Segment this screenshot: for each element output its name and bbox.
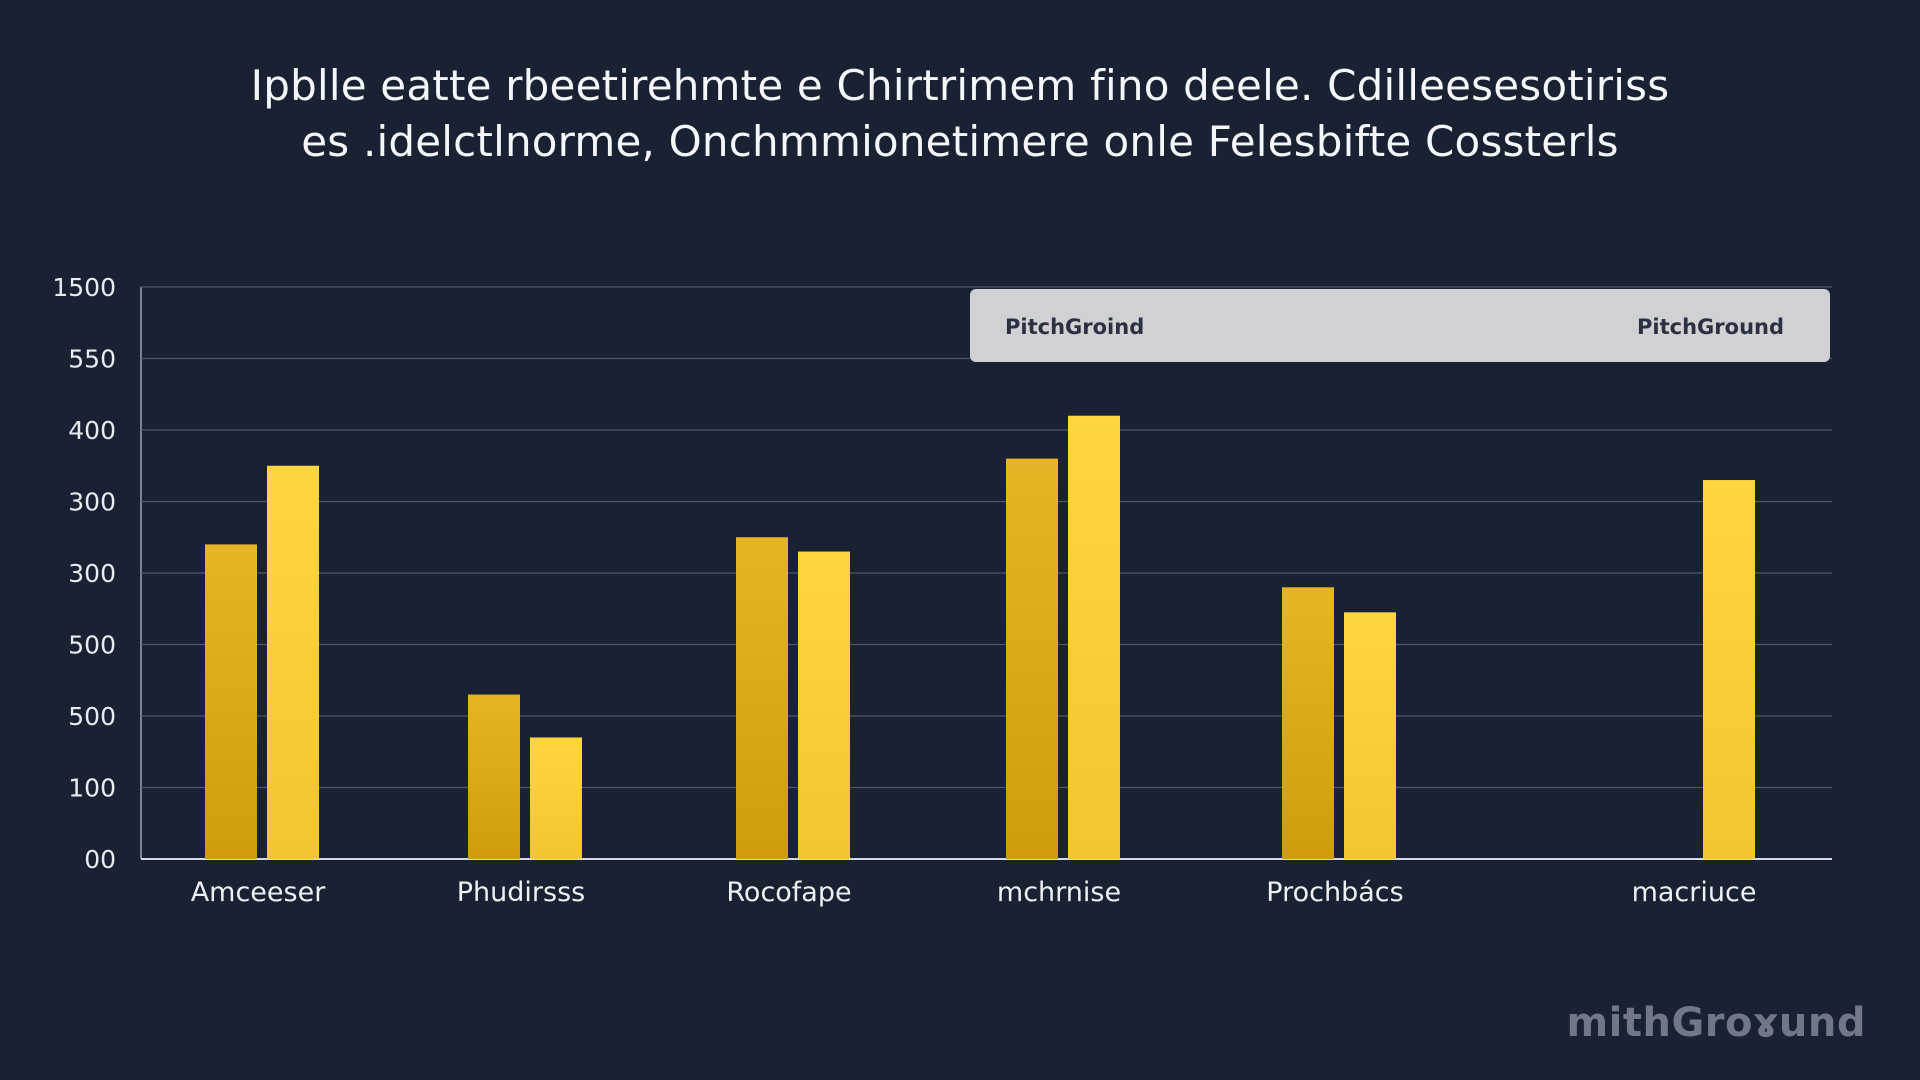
y-tick-label: 1500 bbox=[52, 273, 116, 302]
bar-2-2 bbox=[530, 737, 582, 859]
bar-1-4 bbox=[1006, 458, 1058, 859]
y-tick-label: 550 bbox=[68, 345, 116, 374]
y-tick-label: 00 bbox=[84, 845, 116, 874]
y-tick-label: 500 bbox=[68, 631, 116, 660]
y-tick-label: 300 bbox=[68, 559, 116, 588]
bar-1-3 bbox=[736, 537, 788, 859]
bar-1-1 bbox=[205, 544, 257, 859]
x-axis-categories: Amceeser Phudirsss Rocofape mchrnise Prochbá… bbox=[191, 877, 1757, 908]
y-tick-label: 100 bbox=[68, 774, 116, 803]
legend: PitchGroind PitchGround bbox=[970, 289, 1830, 362]
x-category-label: Phudirsss bbox=[457, 877, 585, 908]
legend-box bbox=[970, 289, 1830, 362]
legend-entry-2: PitchGround bbox=[1637, 315, 1784, 339]
x-category-label: Prochbács bbox=[1266, 877, 1403, 908]
y-tick-label: 300 bbox=[68, 488, 116, 517]
bar-1-2 bbox=[468, 694, 520, 859]
legend-entry-1: PitchGroind bbox=[1005, 315, 1144, 339]
chart-title-line-2: es .idelctlnorme, Onchmmionetimere onle … bbox=[301, 117, 1619, 166]
bar-1-5 bbox=[1282, 587, 1334, 859]
chart-title: Ipblle eatte rbeetirehmte e Chirtrimem f… bbox=[0, 58, 1920, 170]
x-category-label: Amceeser bbox=[191, 877, 327, 908]
x-category-label: mchrnise bbox=[997, 877, 1121, 908]
bar-2-4 bbox=[1068, 415, 1120, 859]
bar-2-5 bbox=[1344, 612, 1396, 859]
x-category-label: Rocofape bbox=[726, 877, 851, 908]
bar-2-1 bbox=[267, 465, 319, 859]
chart-title-line-1: Ipblle eatte rbeetirehmte e Chirtrimem f… bbox=[250, 61, 1670, 110]
x-category-label: macriuce bbox=[1632, 877, 1757, 908]
y-axis-ticks: 1500 550 400 300 300 500 500 100 00 bbox=[52, 273, 116, 874]
y-tick-label: 500 bbox=[68, 702, 116, 731]
bar-2-3 bbox=[798, 551, 850, 859]
bar-2-6 bbox=[1703, 480, 1755, 859]
gridlines bbox=[140, 286, 1832, 860]
y-tick-label: 400 bbox=[68, 416, 116, 445]
watermark-logo: mithGroɤund bbox=[1566, 1000, 1866, 1046]
bars bbox=[205, 415, 1755, 859]
